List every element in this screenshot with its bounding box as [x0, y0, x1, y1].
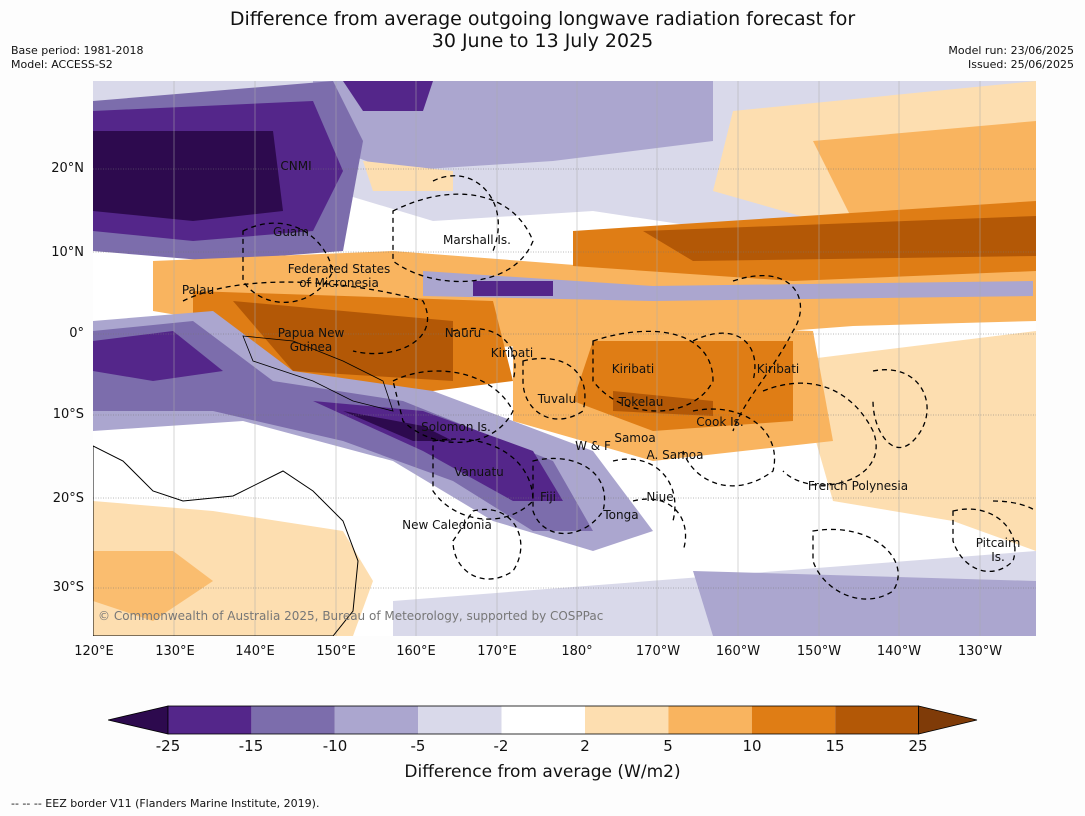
region-label-kiribati-west: Kiribati	[490, 346, 534, 360]
colorbar-tick: -10	[322, 737, 348, 755]
colorbar	[107, 705, 978, 741]
region-label-french-polynesia: French Polynesia	[807, 479, 909, 493]
lon-tick: 120°E	[74, 644, 114, 659]
colorbar-extend-high	[918, 705, 978, 735]
colorbar-tick: 10	[742, 737, 762, 755]
colorbar-swatch	[668, 706, 752, 734]
region-label-palau: Palau	[181, 283, 215, 297]
issued-date: Issued: 25/06/2025	[967, 58, 1074, 71]
region-label-solomon: Solomon Is.	[421, 420, 491, 434]
lon-tick: 170°W	[635, 644, 681, 659]
region-label-nauru: Nauru	[444, 326, 482, 340]
base-period: Base period: 1981-2018	[11, 44, 144, 57]
colorbar-tick: -5	[410, 737, 426, 755]
eez-footnote: -- -- -- EEZ border V11 (Flanders Marine…	[11, 797, 320, 810]
region-label-cnmi: CNMI	[280, 159, 312, 173]
colorbar-tick: 5	[663, 737, 673, 755]
region-label-american-samoa: A. Samoa	[646, 448, 704, 462]
map-canvas	[93, 81, 1036, 636]
colorbar-swatch	[168, 706, 252, 734]
region-label-fiji: Fiji	[539, 490, 557, 504]
region-label-guam: Guam	[273, 225, 309, 239]
region-label-pitcairn: Pitcairn Is.	[975, 536, 1021, 564]
lon-tick: 160°E	[396, 644, 436, 659]
region-label-tuvalu: Tuvalu	[537, 392, 577, 406]
lon-tick: 180°	[561, 644, 593, 659]
colorbar-tick: -25	[155, 737, 181, 755]
region-label-niue: Niue	[646, 490, 674, 504]
title-line-1: Difference from average outgoing longwav…	[229, 8, 856, 30]
colorbar-swatch	[835, 706, 919, 734]
colorbar-swatch	[751, 706, 836, 734]
model-name: Model: ACCESS-S2	[11, 58, 113, 71]
region-label-tonga: Tonga	[603, 508, 639, 522]
title-line-2: 30 June to 13 July 2025	[431, 30, 654, 52]
lon-tick: 160°W	[715, 644, 761, 659]
colorbar-swatch	[334, 706, 419, 734]
lon-tick: 130°E	[155, 644, 195, 659]
lat-tick: 10°N	[51, 245, 84, 260]
region-label-vanuatu: Vanuatu	[454, 465, 504, 479]
colorbar-tick: 15	[825, 737, 845, 755]
olr-anomaly-map	[93, 81, 1036, 636]
colorbar-swatch	[418, 706, 502, 734]
region-label-tokelau: Tokelau	[618, 395, 664, 409]
region-label-new-caledonia: New Caledonia	[402, 518, 492, 532]
colorbar-swatch	[501, 706, 585, 734]
colorbar-swatch	[251, 706, 335, 734]
lon-tick: 150°W	[796, 644, 842, 659]
colorbar-label: Difference from average (W/m2)	[404, 762, 681, 782]
copyright-notice: © Commonwealth of Australia 2025, Bureau…	[98, 609, 604, 623]
model-info: Base period: 1981-2018 Model: ACCESS-S2	[11, 44, 143, 72]
region-label-marshall: Marshall Is.	[443, 233, 511, 247]
lat-tick: 10°S	[52, 407, 84, 422]
map-title: Difference from average outgoing longwav…	[0, 8, 1085, 52]
lon-tick: 150°E	[316, 644, 356, 659]
region-label-kiribati-central: Kiribati	[611, 362, 655, 376]
lat-tick: 20°N	[51, 161, 84, 176]
colorbar-extend-low	[107, 705, 169, 735]
region-label-png: Papua New Guinea	[277, 326, 345, 354]
lon-tick: 170°E	[477, 644, 517, 659]
colorbar-tick: -15	[238, 737, 264, 755]
lon-tick: 140°E	[235, 644, 275, 659]
run-info: Model run: 23/06/2025 Issued: 25/06/2025	[948, 44, 1074, 72]
region-label-cook: Cook Is.	[696, 415, 744, 429]
colorbar-swatch	[585, 706, 669, 734]
colorbar-swatches	[107, 705, 978, 735]
colorbar-tick: 2	[580, 737, 590, 755]
colorbar-tick: 25	[908, 737, 928, 755]
lat-tick: 30°S	[52, 580, 84, 595]
lat-tick: 20°S	[52, 491, 84, 506]
region-label-samoa: Samoa	[614, 431, 656, 445]
region-label-wallis-futuna: W & F	[575, 439, 611, 453]
colorbar-tick: -2	[493, 737, 509, 755]
lon-tick: 140°W	[876, 644, 922, 659]
region-label-micronesia: Federated States of Micronesia	[287, 262, 391, 290]
lon-tick: 130°W	[957, 644, 1003, 659]
lat-tick: 0°	[69, 326, 84, 341]
model-run-date: Model run: 23/06/2025	[948, 44, 1074, 57]
region-label-kiribati-east: Kiribati	[756, 362, 800, 376]
